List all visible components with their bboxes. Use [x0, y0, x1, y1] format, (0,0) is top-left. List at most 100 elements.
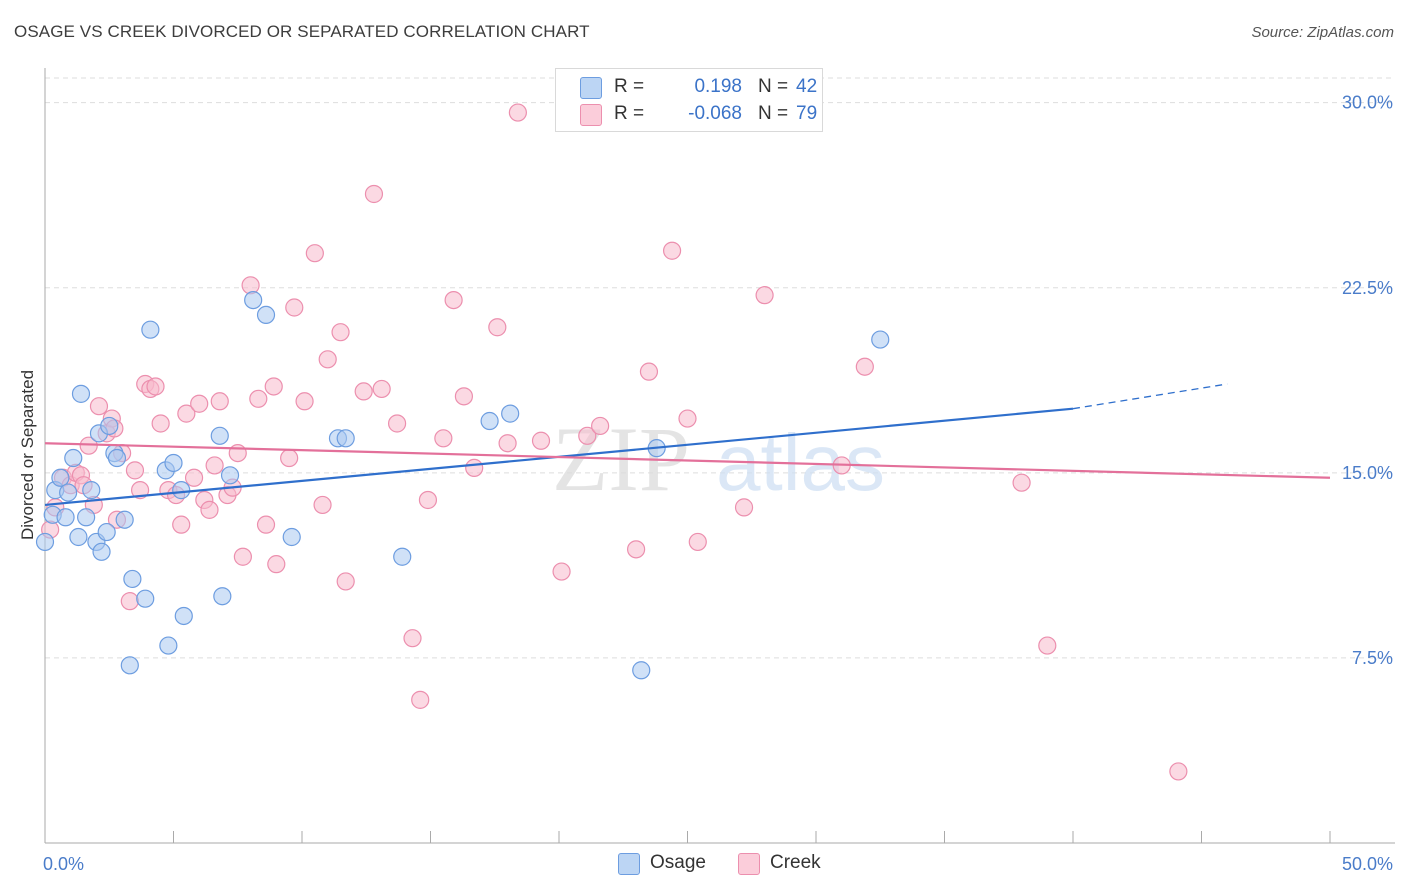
creek-point: [241, 276, 260, 295]
axis-layer: [44, 68, 1395, 844]
chart-title: OSAGE VS CREEK DIVORCED OR SEPARATED COR…: [14, 22, 590, 41]
y-tick-label: 15.0%: [1342, 463, 1393, 483]
osage-point: [336, 429, 355, 448]
creek-point: [1012, 473, 1031, 492]
osage-legend-swatch: [618, 853, 640, 875]
creek-point: [331, 323, 350, 342]
stats-legend: R = 0.198 N = 42 R = -0.068 N = 79: [555, 68, 823, 132]
creek-point: [228, 443, 247, 463]
osage-point: [82, 481, 101, 500]
osage-point: [69, 527, 88, 547]
creek-swatch: [580, 104, 602, 126]
creek-point: [465, 458, 484, 478]
osage-point: [501, 404, 520, 423]
creek-point: [639, 362, 659, 381]
legend-r-value: -0.068: [688, 103, 742, 124]
creek-point: [591, 416, 610, 436]
osage-point: [123, 569, 142, 589]
creek-point: [205, 456, 224, 475]
creek-point: [210, 392, 229, 411]
creek-point: [190, 394, 209, 413]
creek-point: [264, 377, 283, 396]
osage-trend-extension: [1072, 383, 1228, 410]
osage-point: [136, 589, 155, 608]
osage-legend-label: Osage: [650, 852, 706, 873]
osage-point: [244, 290, 263, 310]
osage-point: [256, 305, 276, 325]
osage-point: [174, 606, 193, 626]
creek-point: [151, 414, 170, 433]
osage-point: [871, 330, 890, 349]
osage-point: [115, 510, 134, 529]
osage-point: [172, 481, 191, 500]
legend-r-label: R =: [614, 76, 645, 97]
y-tick-label: 7.5%: [1352, 648, 1393, 668]
creek-point: [313, 495, 332, 515]
creek-point: [734, 498, 754, 517]
creek-point: [233, 547, 252, 566]
creek-trend-line: [44, 442, 1331, 479]
creek-point: [125, 461, 145, 480]
creek-point: [855, 357, 874, 376]
osage-point: [159, 636, 178, 655]
creek-point: [372, 379, 391, 399]
creek-point: [89, 397, 109, 416]
osage-point: [120, 656, 139, 675]
label-layer: 7.5% 15.0% 22.5% 30.0%: [1342, 93, 1393, 668]
osage-point: [77, 508, 96, 527]
x-tick-label-max: 50.0%: [1342, 854, 1393, 874]
creek-point: [755, 286, 774, 305]
creek-point: [200, 500, 219, 519]
osage-point: [59, 483, 78, 502]
legend-n-label: N =: [758, 103, 789, 124]
grid-layer: [45, 77, 1395, 659]
osage-point: [480, 411, 499, 431]
creek-point: [411, 690, 430, 709]
y-tick-label: 30.0%: [1342, 93, 1393, 113]
creek-point: [267, 555, 286, 574]
creek-point: [434, 429, 453, 448]
osage-point: [632, 661, 651, 680]
creek-legend-label: Creek: [770, 852, 821, 873]
osage-point: [282, 527, 301, 547]
trend-layer: [44, 383, 1331, 507]
osage-point: [35, 532, 55, 552]
osage-points: [35, 290, 890, 680]
creek-point: [285, 298, 304, 317]
creek-point: [387, 414, 407, 433]
osage-point: [141, 320, 160, 339]
osage-point: [97, 522, 116, 542]
legend-r-label: R =: [614, 103, 645, 124]
source-credit: Source: ZipAtlas.com: [1251, 24, 1394, 41]
x-tick-label-min: 0.0%: [43, 854, 84, 874]
y-axis-label: Divorced or Separated: [18, 370, 37, 540]
creek-point: [488, 318, 507, 337]
creek-point: [626, 540, 646, 559]
series-legend: Osage Creek: [618, 851, 838, 877]
creek-point: [318, 350, 337, 369]
creek-point: [249, 389, 268, 408]
creek-point: [688, 532, 707, 552]
legend-n-value: 79: [796, 103, 818, 124]
legend-n-label: N =: [758, 76, 789, 97]
y-tick-label: 22.5%: [1342, 278, 1393, 298]
osage-point: [213, 587, 232, 606]
creek-point: [552, 562, 571, 581]
creek-point: [184, 468, 204, 487]
creek-point: [403, 629, 422, 648]
creek-point: [120, 592, 139, 611]
creek-point: [280, 448, 299, 468]
creek-legend-swatch: [738, 853, 760, 875]
osage-point: [100, 416, 119, 436]
creek-point: [678, 409, 697, 428]
creek-point: [177, 404, 196, 423]
osage-point: [393, 547, 412, 566]
creek-point: [1169, 762, 1188, 781]
osage-point: [164, 453, 183, 473]
creek-point: [508, 103, 527, 122]
creek-point: [578, 426, 597, 445]
creek-point: [531, 431, 551, 450]
creek-point: [172, 515, 191, 534]
creek-point: [1038, 636, 1057, 655]
